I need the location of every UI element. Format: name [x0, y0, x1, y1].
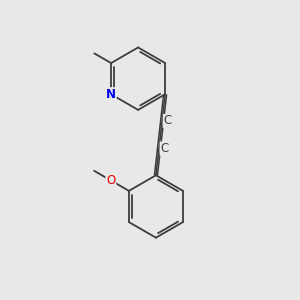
Text: C: C	[160, 142, 169, 155]
Text: C: C	[163, 115, 172, 128]
Text: O: O	[106, 174, 116, 187]
Text: N: N	[106, 88, 116, 101]
